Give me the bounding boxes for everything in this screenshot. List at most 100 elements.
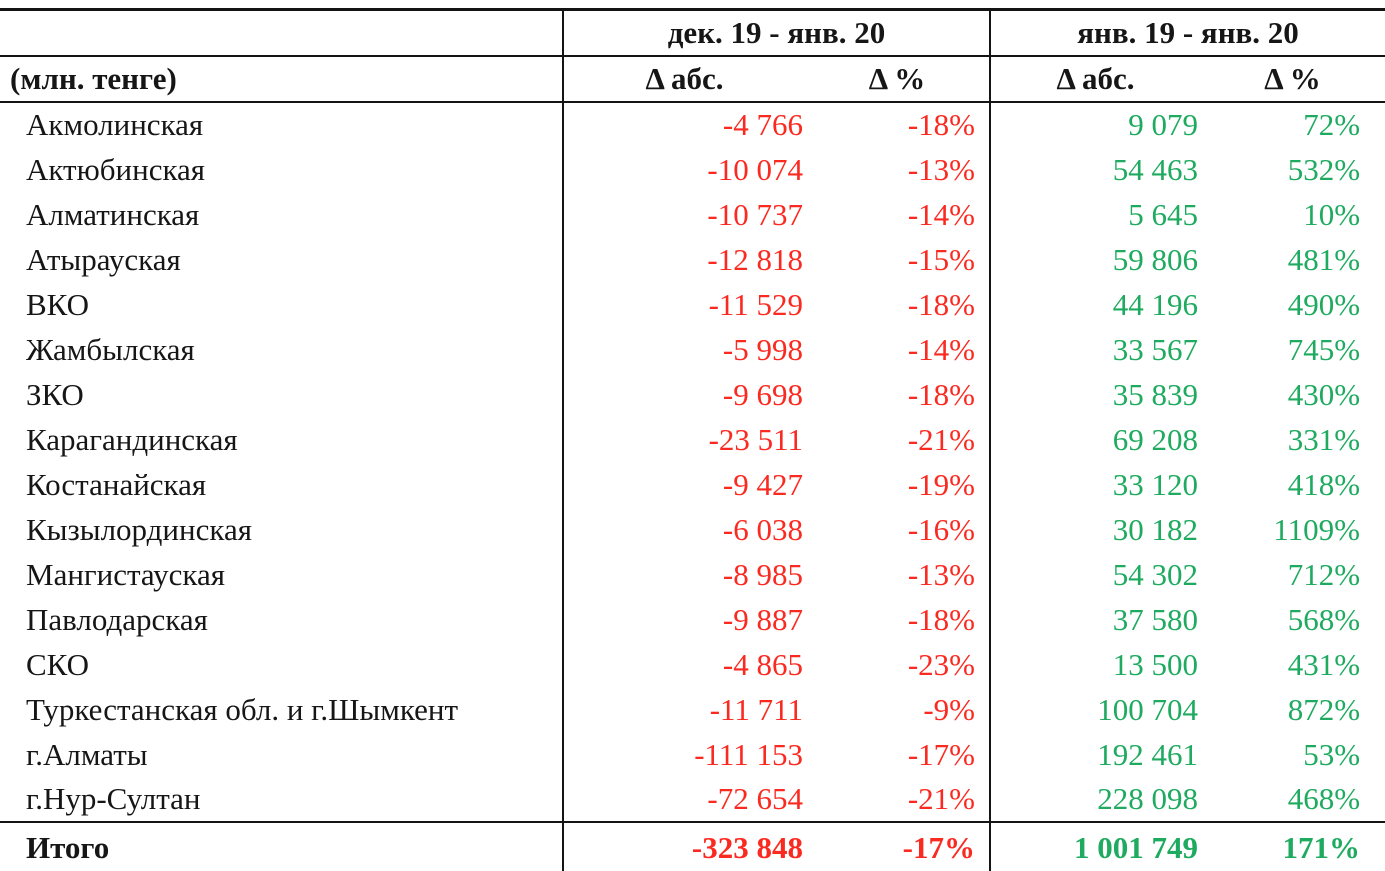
jan-jan-pct-cell: 532% — [1287, 151, 1361, 187]
dec-jan-abs-cell: -323 848 — [562, 820, 805, 871]
jan-jan-abs-cell: 33 120 — [989, 461, 1200, 507]
period-group-2-header: янв. 19 - янв. 20 — [988, 9, 1385, 57]
table-row: ЗКО -9 698 -18% 35 839 430% — [0, 371, 1385, 417]
region-name-cell: Акмолинская — [26, 107, 204, 142]
region-name-cell: г.Нур-Султан — [26, 781, 201, 816]
jan-jan-abs-cell: 13 500 — [989, 641, 1200, 687]
table-row: Костанайская -9 427 -19% 33 120 418% — [0, 461, 1385, 507]
dec-jan-pct-cell: -13% — [907, 556, 975, 592]
dec-jan-pct-cell: -16% — [907, 511, 975, 547]
table-row: ВКО -11 529 -18% 44 196 490% — [0, 281, 1385, 327]
dec-jan-pct-cell: -21% — [907, 781, 975, 816]
dec-jan-abs-cell: -4 766 — [562, 101, 805, 147]
region-name-cell: Карагандинская — [26, 421, 238, 457]
table-row: Актюбинская -10 074 -13% 54 463 532% — [0, 146, 1385, 192]
region-name-cell: Туркестанская обл. и г.Шымкент — [26, 691, 459, 727]
dec-jan-abs-cell: -8 985 — [562, 551, 805, 597]
region-name-cell: Алматинская — [26, 196, 200, 232]
region-name-cell: Костанайская — [26, 466, 207, 502]
dec-jan-abs-cell: -5 998 — [562, 326, 805, 372]
dec-jan-pct-cell: -18% — [907, 107, 975, 142]
dec-jan-abs-cell: -23 511 — [562, 416, 805, 462]
jan-jan-abs-cell: 9 079 — [989, 101, 1200, 147]
jan-jan-abs-cell: 30 182 — [989, 506, 1200, 552]
jan-jan-pct-cell: 10% — [1303, 196, 1361, 232]
jan-jan-pct-cell: 568% — [1287, 601, 1361, 637]
dec-jan-abs-cell: -72 654 — [562, 776, 805, 822]
dec-jan-abs-cell: -12 818 — [562, 236, 805, 282]
jan-jan-abs-cell: 69 208 — [989, 416, 1200, 462]
table-row: Карагандинская -23 511 -21% 69 208 331% — [0, 416, 1385, 462]
jan-jan-abs-cell: 100 704 — [989, 686, 1200, 732]
jan-jan-pct-cell: 745% — [1287, 331, 1361, 367]
jan-jan-pct-cell: 53% — [1303, 736, 1361, 772]
jan-jan-pct-cell: 431% — [1287, 646, 1361, 682]
dec-jan-abs-cell: -9 698 — [562, 371, 805, 417]
dec-jan-pct-cell: -23% — [907, 646, 975, 682]
jan-jan-pct-cell: 171% — [1200, 820, 1385, 871]
region-name-cell: СКО — [26, 646, 89, 682]
region-name-cell: Кызылординская — [26, 511, 252, 547]
jan-jan-pct-cell: 72% — [1303, 107, 1361, 142]
dec-jan-pct-cell: -17% — [805, 820, 990, 871]
table-row: Атырауская -12 818 -15% 59 806 481% — [0, 236, 1385, 282]
dec-jan-pct-cell: -14% — [907, 196, 975, 232]
period-group-1-header: дек. 19 - янв. 20 — [562, 9, 990, 57]
jan-jan-abs-cell: 44 196 — [989, 281, 1200, 327]
dec-jan-abs-cell: -10 737 — [562, 191, 805, 237]
delta-pct-header-2: Δ % — [1200, 55, 1385, 103]
jan-jan-pct-cell: 468% — [1287, 781, 1361, 816]
total-row: Итого -323 848 -17% 1 001 749 171% — [0, 820, 1385, 871]
jan-jan-pct-cell: 331% — [1287, 421, 1361, 457]
table-row: СКО -4 865 -23% 13 500 431% — [0, 641, 1385, 687]
table-row: Туркестанская обл. и г.Шымкент -11 711 -… — [0, 686, 1385, 732]
jan-jan-pct-cell: 430% — [1287, 376, 1361, 412]
dec-jan-pct-cell: -18% — [907, 376, 975, 412]
jan-jan-abs-cell: 54 302 — [989, 551, 1200, 597]
region-name-cell: Атырауская — [26, 241, 181, 277]
jan-jan-pct-cell: 872% — [1287, 691, 1361, 727]
jan-jan-abs-cell: 54 463 — [989, 146, 1200, 192]
dec-jan-pct-cell: -14% — [907, 331, 975, 367]
delta-pct-header-1: Δ % — [805, 55, 990, 103]
jan-jan-abs-cell: 5 645 — [989, 191, 1200, 237]
dec-jan-abs-cell: -111 153 — [562, 731, 805, 777]
jan-jan-pct-cell: 481% — [1287, 241, 1361, 277]
metric-header-row: (млн. тенге) Δ абс. Δ % Δ абс. Δ % — [0, 55, 1385, 103]
jan-jan-abs-cell: 37 580 — [989, 596, 1200, 642]
dec-jan-abs-cell: -11 529 — [562, 281, 805, 327]
table-body: Акмолинская -4 766 -18% 9 079 72% Актюби… — [0, 101, 1385, 871]
dec-jan-pct-cell: -19% — [907, 466, 975, 502]
dec-jan-pct-cell: -21% — [907, 421, 975, 457]
table-row: г.Алматы -111 153 -17% 192 461 53% — [0, 731, 1385, 777]
dec-jan-abs-cell: -4 865 — [562, 641, 805, 687]
delta-abs-header-1: Δ абс. — [562, 55, 805, 103]
jan-jan-pct-cell: 712% — [1287, 556, 1361, 592]
region-name-cell: Мангистауская — [26, 556, 225, 592]
table-row: Жамбылская -5 998 -14% 33 567 745% — [0, 326, 1385, 372]
jan-jan-pct-cell: 418% — [1287, 466, 1361, 502]
period-header-row: дек. 19 - янв. 20 янв. 19 - янв. 20 — [0, 9, 1385, 57]
delta-abs-header-2: Δ абс. — [989, 55, 1200, 103]
dec-jan-pct-cell: -17% — [907, 736, 975, 772]
region-name-cell: ВКО — [26, 286, 89, 322]
table-row: Акмолинская -4 766 -18% 9 079 72% — [0, 101, 1385, 147]
regions-delta-table: дек. 19 - янв. 20 янв. 19 - янв. 20 (млн… — [0, 8, 1385, 871]
region-name-cell: Жамбылская — [26, 331, 195, 367]
region-name-cell: ЗКО — [26, 376, 84, 412]
jan-jan-pct-cell: 1109% — [1273, 511, 1361, 547]
dec-jan-abs-cell: -9 427 — [562, 461, 805, 507]
dec-jan-pct-cell: -9% — [923, 691, 975, 727]
dec-jan-pct-cell: -18% — [907, 601, 975, 637]
dec-jan-abs-cell: -9 887 — [562, 596, 805, 642]
table-row: Павлодарская -9 887 -18% 37 580 568% — [0, 596, 1385, 642]
dec-jan-pct-cell: -13% — [907, 151, 975, 187]
region-name-cell: Павлодарская — [26, 601, 208, 637]
jan-jan-abs-cell: 228 098 — [989, 776, 1200, 822]
dec-jan-abs-cell: -11 711 — [562, 686, 805, 732]
region-name-cell: г.Алматы — [26, 736, 148, 772]
jan-jan-abs-cell: 192 461 — [989, 731, 1200, 777]
dec-jan-pct-cell: -15% — [907, 241, 975, 277]
region-name-cell: Итого — [0, 820, 563, 871]
